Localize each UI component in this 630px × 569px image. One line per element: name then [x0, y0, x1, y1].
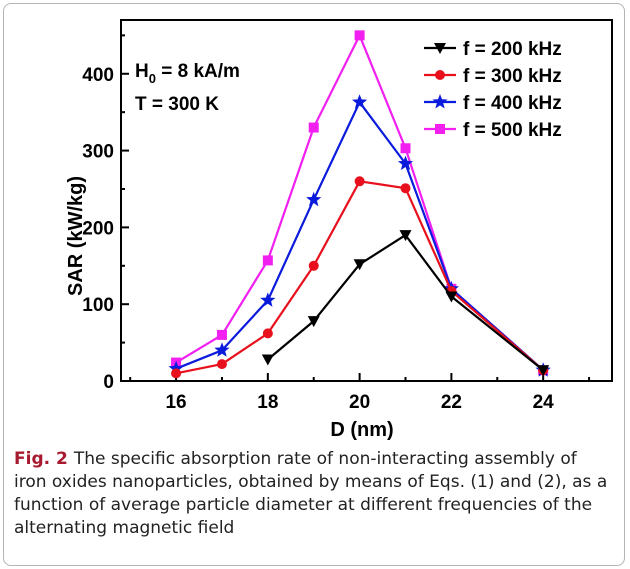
data-point [261, 354, 274, 366]
data-point [262, 328, 273, 339]
legend-label: f = 300 kHz [463, 66, 562, 87]
x-tick-label: 22 [441, 392, 462, 413]
y-tick-label: 0 [103, 372, 114, 393]
data-point [354, 30, 365, 41]
data-point [214, 342, 230, 357]
plot-frame [120, 19, 613, 382]
data-point [400, 183, 411, 194]
data-point [171, 368, 182, 379]
series-line [175, 180, 544, 375]
data-point [435, 70, 445, 80]
x-tick-label: 20 [349, 392, 370, 413]
data-point [435, 124, 445, 134]
series-line [267, 234, 544, 372]
data-point [308, 122, 319, 133]
plot-area [120, 19, 613, 382]
data-point [397, 155, 414, 171]
data-point [216, 329, 227, 340]
y-tick-label: 300 [82, 142, 114, 163]
caption-text: The specific absorption rate of non-inte… [14, 449, 608, 538]
legend-item: f = 500 kHz [424, 120, 562, 141]
data-point [432, 94, 448, 109]
data-point [168, 360, 184, 376]
data-point [354, 176, 365, 187]
data-point [216, 359, 227, 370]
axis-ticks: 16 18 20 22 24 0 100 200 300 400 [82, 34, 591, 413]
legend-item: f = 400 kHz [424, 93, 562, 114]
series-line [175, 101, 544, 372]
field-annotation: H0 = 8 kA/m [135, 61, 240, 86]
x-tick-label: 24 [533, 392, 555, 413]
chart: 16 18 20 22 24 0 100 200 300 400 f = 200 kHz f = 3… [65, 19, 613, 441]
figure-frame [3, 3, 625, 566]
legend-label: f = 200 kHz [463, 39, 562, 60]
data-point [399, 230, 412, 242]
legend-item: f = 200 kHz [424, 39, 562, 60]
y-tick-label: 100 [82, 295, 114, 316]
data-point [262, 255, 273, 266]
data-point [353, 259, 366, 271]
y-tick-label: 400 [82, 65, 114, 86]
data-point [400, 143, 411, 154]
y-axis-title: SAR (kW/kg) [65, 176, 87, 296]
figure-label: Fig. 2 [14, 449, 68, 469]
series-1 [261, 230, 550, 377]
series-2 [171, 176, 549, 379]
temperature-annotation: T = 300 K [135, 94, 219, 115]
legend-label: f = 400 kHz [463, 93, 562, 114]
data-point [306, 191, 322, 207]
series-layer [168, 30, 551, 379]
data-point [537, 365, 550, 377]
field-value: = 8 kA/m [156, 61, 240, 82]
x-axis-title: D (nm) [330, 419, 393, 441]
data-point [307, 316, 320, 328]
x-tick-label: 18 [257, 392, 278, 413]
y-tick-label: 200 [82, 218, 114, 239]
data-point [260, 292, 276, 307]
legend-item: f = 300 kHz [424, 66, 562, 87]
data-point [308, 260, 319, 271]
field-symbol: H [135, 61, 149, 82]
field-subscript: 0 [149, 71, 156, 86]
x-tick-label: 16 [165, 392, 186, 413]
legend-label: f = 500 kHz [463, 120, 562, 141]
data-point [434, 43, 446, 54]
data-point [352, 94, 368, 109]
legend: f = 200 kHz f = 300 kHz f = 400 kHz f = 500… [424, 39, 562, 141]
figure-caption: Fig. 2 The specific absorption rate of no… [14, 448, 614, 540]
data-point [445, 291, 458, 303]
